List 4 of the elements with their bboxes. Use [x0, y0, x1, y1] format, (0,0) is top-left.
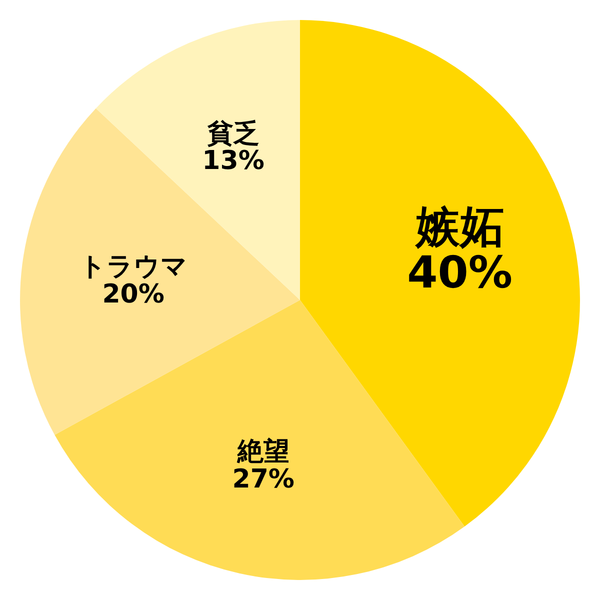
- pie-slice: [20, 108, 300, 435]
- pie-slice: [300, 20, 580, 527]
- slice-label: 貧乏: [206, 118, 260, 149]
- data-label: 13%: [202, 146, 264, 176]
